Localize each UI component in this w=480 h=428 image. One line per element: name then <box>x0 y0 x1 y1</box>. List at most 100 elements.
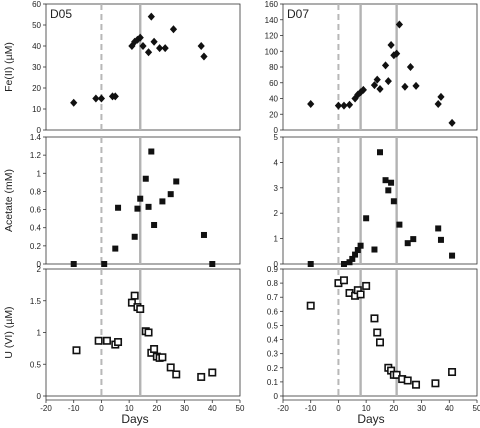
x-tick-label: 30 <box>417 404 426 413</box>
y-tick-label: 0.1 <box>267 378 279 387</box>
y-tick-label: 80 <box>269 63 278 72</box>
data-point <box>412 81 420 90</box>
data-point <box>435 225 442 232</box>
y-axis-label: Acetate (mM) <box>3 169 15 232</box>
data-point <box>158 353 167 362</box>
y-tick-label: 0.5 <box>267 321 279 330</box>
data-point <box>381 61 390 70</box>
x-axis-label-left: Days <box>121 412 148 426</box>
data-point <box>144 328 153 337</box>
panel-d07-uvi: 0 0.1 0.2 0.3 0.4 0.5 0.6 0.7 0.8 0.9 -20 -10 0 10 20 3… <box>267 265 480 413</box>
y-tick-label: 0.4 <box>30 224 42 233</box>
data-point <box>340 101 348 110</box>
data-point <box>306 301 315 310</box>
y-tick-label: 1.4 <box>30 133 42 142</box>
data-point <box>134 205 141 212</box>
data-point <box>392 370 401 379</box>
data-point <box>115 204 122 211</box>
plot-frame <box>282 268 478 397</box>
y-tick-label: 50 <box>32 21 41 30</box>
x-tick-label: 20 <box>389 404 398 413</box>
data-point <box>390 51 398 60</box>
y-tick-label: 20 <box>269 110 278 119</box>
data-point <box>396 221 403 228</box>
data-point <box>359 85 367 94</box>
y-tick-label: 100 <box>265 47 279 56</box>
data-point <box>345 100 354 109</box>
data-point <box>173 178 180 185</box>
data-point <box>448 118 456 127</box>
data-point <box>167 191 174 198</box>
y-tick-label: 1 <box>37 169 42 178</box>
data-point <box>97 94 106 103</box>
data-point <box>169 25 178 34</box>
plot-frame <box>45 136 241 265</box>
data-point <box>449 252 456 259</box>
y-tick-label: 40 <box>32 42 41 51</box>
data-point <box>437 92 445 101</box>
data-point <box>352 251 359 258</box>
data-point <box>384 77 392 86</box>
data-point <box>161 44 169 53</box>
x-tick-label: 40 <box>445 404 454 413</box>
x-tick-label: -10 <box>305 404 317 413</box>
data-point <box>145 203 152 210</box>
y-tick-label: 1.5 <box>30 297 42 306</box>
x-tick-label: 0 <box>336 404 341 413</box>
y-tick-label: 5 <box>274 133 279 142</box>
y-tick-label: 4 <box>274 158 279 167</box>
panel-d05-acetate: 0 0.2 0.4 0.6 0.8 1 1.2 1.4 Acetate (mM) <box>3 133 241 269</box>
data-point <box>156 44 164 53</box>
data-point <box>373 75 381 84</box>
data-point <box>159 198 166 205</box>
data-point <box>151 221 158 228</box>
y-tick-label: 0.9 <box>267 265 279 274</box>
panel-d05-feii: 0 10 20 30 40 50 60 D05 Fe(II) (µM) <box>3 0 241 135</box>
y-tick-label: 0 <box>274 126 279 135</box>
data-point <box>363 215 370 222</box>
data-point <box>147 12 155 21</box>
data-point <box>136 305 145 314</box>
data-point <box>410 236 417 243</box>
y-tick-label: 140 <box>265 16 279 25</box>
x-tick-label: 20 <box>152 404 161 413</box>
data-point <box>208 368 217 377</box>
data-point <box>388 179 395 186</box>
plot-frame <box>282 136 478 265</box>
panel-label: D05 <box>50 7 72 21</box>
data-point <box>148 148 155 155</box>
y-tick-label: 0.5 <box>30 360 42 369</box>
x-tick-label: 40 <box>208 404 217 413</box>
y-tick-label: 120 <box>265 32 279 41</box>
y-tick-label: 0 <box>37 392 42 401</box>
y-tick-label: 2 <box>37 265 42 274</box>
data-point <box>431 379 440 388</box>
data-point <box>434 100 442 109</box>
y-tick-label: 40 <box>269 95 278 104</box>
y-axis-label: U (VI) (µM) <box>3 306 15 358</box>
data-point <box>412 380 421 389</box>
y-tick-label: 60 <box>32 0 41 9</box>
data-point <box>197 372 206 381</box>
data-point <box>131 233 138 240</box>
data-point <box>403 376 412 385</box>
x-tick-label: 10 <box>125 404 134 413</box>
data-point <box>94 336 103 345</box>
y-tick-label: 0.2 <box>30 242 42 251</box>
y-tick-label: 0.8 <box>30 187 42 196</box>
panel-d07-acetate: 0 1 2 3 4 5 <box>274 133 478 269</box>
data-point <box>437 236 444 243</box>
y-tick-label: 0.3 <box>267 350 279 359</box>
data-point <box>370 81 379 90</box>
y-axis-label: Fe(II) (µM) <box>3 42 15 92</box>
data-point <box>393 49 401 58</box>
data-point <box>376 85 384 94</box>
data-point <box>130 291 139 300</box>
y-tick-label: 3 <box>274 184 279 193</box>
y-tick-label: 0.6 <box>267 307 279 316</box>
data-point <box>137 195 144 202</box>
data-point <box>357 242 364 249</box>
data-point <box>114 338 123 347</box>
